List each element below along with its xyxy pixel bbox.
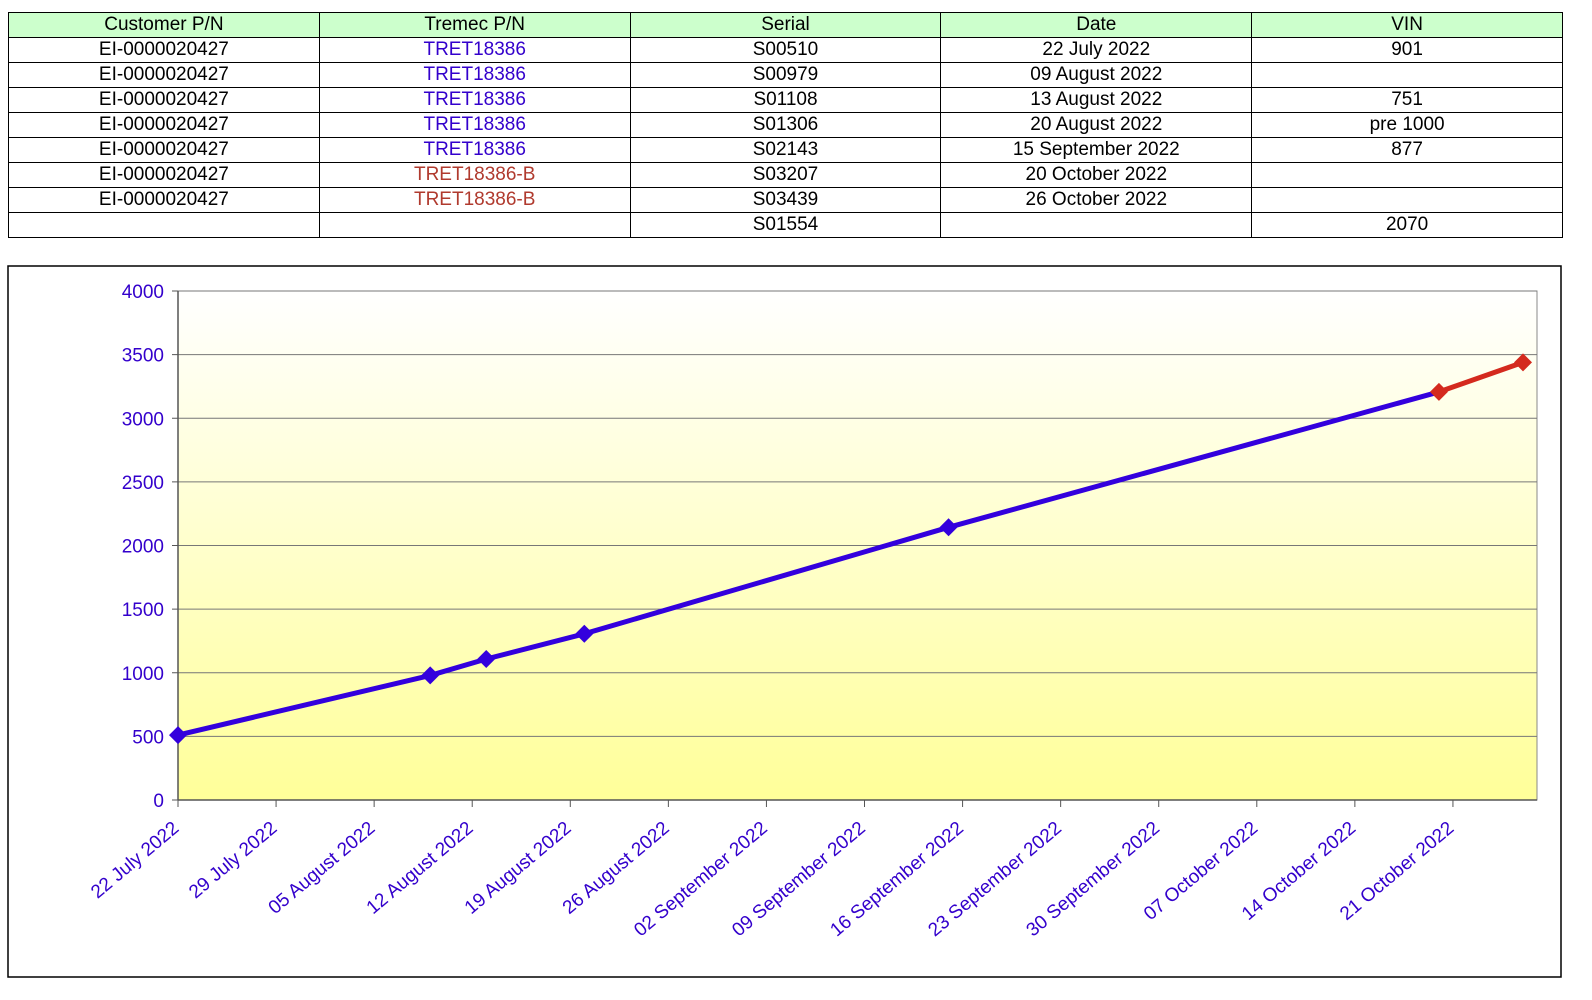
cell: TRET18386 [318, 112, 631, 138]
cell: S01108 [629, 87, 942, 113]
y-tick-label: 1000 [122, 664, 164, 685]
table-row: S01554 2070 [8, 212, 1563, 238]
table-row: EI-0000020427 TRET18386-B S03439 26 October… [8, 187, 1563, 213]
cell: 09 August 2022 [940, 62, 1253, 88]
cell: EI-0000020427 [8, 62, 320, 88]
data-table: Customer P/N Tremec P/N Serial Date VIN EI-00… [8, 12, 1563, 238]
chart-border [7, 265, 1562, 978]
cell: S00979 [629, 62, 942, 88]
cell [1251, 187, 1563, 213]
cell: EI-0000020427 [8, 162, 320, 188]
data-point [939, 518, 958, 537]
x-tick-label: 19 August 2022 [461, 818, 576, 919]
table-row: EI-0000020427 TRET18386 S01306 20 August 20… [8, 112, 1563, 138]
cell: 13 August 2022 [940, 87, 1253, 113]
cell: 22 July 2022 [940, 37, 1253, 63]
table-row: EI-0000020427 TRET18386 S00510 22 July 2022… [8, 37, 1563, 63]
cell [940, 212, 1253, 238]
table-row: EI-0000020427 TRET18386 S02143 15 September… [8, 137, 1563, 163]
y-tick-label: 4000 [122, 282, 164, 303]
cell: Customer P/N [8, 12, 320, 38]
series-line [1438, 360, 1524, 395]
y-tick-label: 1500 [122, 600, 164, 621]
data-point [1429, 382, 1448, 401]
cell: 20 October 2022 [940, 162, 1253, 188]
y-tick-label: 2500 [122, 473, 164, 494]
table-row: EI-0000020427 TRET18386-B S03207 20 October… [8, 162, 1563, 188]
cell: 901 [1251, 37, 1563, 63]
cell: 2070 [1251, 212, 1563, 238]
table-row: EI-0000020427 TRET18386 S01108 13 August 20… [8, 87, 1563, 113]
cell: TRET18386 [318, 137, 631, 163]
cell: 20 August 2022 [940, 112, 1253, 138]
x-tick-label: 22 July 2022 [87, 818, 183, 903]
cell: EI-0000020427 [8, 187, 320, 213]
cell: TRET18386 [318, 87, 631, 113]
x-tick-label: 12 August 2022 [363, 818, 478, 919]
cell: S00510 [629, 37, 942, 63]
cell: Date [940, 12, 1253, 38]
cell: EI-0000020427 [8, 137, 320, 163]
y-tick-label: 0 [153, 791, 164, 812]
cell [1251, 62, 1563, 88]
y-tick-label: 3000 [122, 409, 164, 430]
y-tick-label: 500 [132, 727, 164, 748]
data-point [575, 624, 594, 643]
header-row: Customer P/N Tremec P/N Serial Date VIN [8, 12, 1563, 38]
data-point [477, 650, 496, 669]
y-tick-label: 3500 [122, 346, 164, 367]
cell: 877 [1251, 137, 1563, 163]
data-point [1513, 353, 1532, 372]
data-point [421, 666, 440, 685]
cell: VIN [1251, 12, 1563, 38]
cell: TRET18386 [318, 37, 631, 63]
x-tick-label: 29 July 2022 [185, 818, 281, 903]
data-point [169, 726, 187, 745]
cell [8, 212, 320, 238]
cell: EI-0000020427 [8, 112, 320, 138]
table-row: EI-0000020427 TRET18386 S00979 09 August 20… [8, 62, 1563, 88]
cell: 751 [1251, 87, 1563, 113]
cell: S01554 [629, 212, 942, 238]
y-tick-label: 2000 [122, 537, 164, 558]
cell: S03439 [629, 187, 942, 213]
cell [318, 212, 631, 238]
series-connector [947, 389, 1440, 530]
cell: TRET18386-B [318, 162, 631, 188]
x-tick-label: 05 August 2022 [265, 818, 380, 919]
